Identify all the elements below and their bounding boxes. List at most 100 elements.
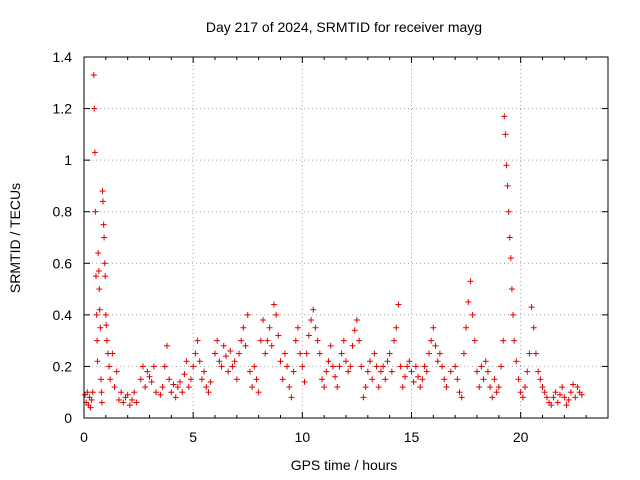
- data-point: [484, 368, 491, 375]
- data-point: [144, 368, 151, 375]
- data-point: [253, 376, 260, 383]
- data-point: [95, 268, 102, 275]
- data-point: [246, 368, 253, 375]
- data-point: [480, 376, 487, 383]
- data-point: [548, 402, 555, 409]
- data-point: [120, 399, 127, 406]
- data-point: [225, 368, 232, 375]
- data-point: [511, 337, 518, 344]
- data-point: [353, 317, 360, 324]
- data-point: [351, 327, 358, 334]
- data-point: [471, 337, 478, 344]
- data-point: [268, 342, 275, 349]
- data-point: [463, 324, 470, 331]
- data-point: [460, 350, 467, 357]
- data-point: [102, 311, 109, 318]
- data-point: [196, 358, 203, 365]
- data-point: [498, 363, 505, 370]
- data-point: [95, 249, 102, 256]
- data-point: [419, 376, 426, 383]
- data-point: [574, 384, 581, 391]
- data-point: [229, 363, 236, 370]
- data-point: [541, 389, 548, 396]
- data-point: [513, 358, 520, 365]
- data-point: [153, 389, 160, 396]
- data-point: [93, 311, 100, 318]
- data-point: [249, 384, 256, 391]
- data-point: [528, 304, 535, 311]
- data-point: [469, 311, 476, 318]
- data-point: [519, 394, 526, 401]
- data-point: [552, 389, 559, 396]
- data-point: [556, 391, 563, 398]
- data-point: [214, 337, 221, 344]
- data-point: [493, 389, 500, 396]
- data-point: [501, 113, 508, 120]
- y-axis-label: SRMTID / TECUs: [7, 183, 23, 293]
- data-point: [495, 384, 502, 391]
- data-point: [159, 384, 166, 391]
- data-point: [277, 358, 284, 365]
- data-point: [84, 389, 91, 396]
- data-point: [386, 350, 393, 357]
- data-point: [567, 389, 574, 396]
- data-point: [238, 337, 245, 344]
- data-point: [522, 384, 529, 391]
- data-point: [89, 389, 96, 396]
- data-point: [257, 337, 264, 344]
- data-point: [343, 358, 349, 365]
- data-point: [356, 337, 363, 344]
- data-point: [90, 72, 97, 79]
- data-point: [98, 376, 105, 383]
- data-point: [336, 363, 343, 370]
- data-point: [384, 358, 391, 365]
- data-point: [487, 384, 494, 391]
- data-point: [563, 402, 570, 409]
- data-point: [369, 376, 376, 383]
- data-point: [192, 350, 199, 357]
- y-tick-label: 0.6: [53, 255, 73, 271]
- data-point: [181, 371, 188, 378]
- data-point: [507, 255, 514, 262]
- data-point: [288, 394, 295, 401]
- data-point: [146, 373, 153, 380]
- data-point: [467, 278, 474, 285]
- data-point: [325, 358, 332, 365]
- data-point: [530, 324, 537, 331]
- data-point: [198, 376, 205, 383]
- data-point: [539, 384, 546, 391]
- data-point: [142, 384, 149, 391]
- data-point: [87, 404, 94, 411]
- data-point: [347, 363, 354, 370]
- x-tick-label: 5: [189, 429, 197, 445]
- data-point: [565, 396, 572, 403]
- data-point: [129, 396, 136, 403]
- data-point: [395, 301, 402, 308]
- data-point: [190, 363, 197, 370]
- data-point: [163, 342, 170, 349]
- data-point: [260, 317, 267, 324]
- data-point: [242, 342, 249, 349]
- data-point: [358, 363, 365, 370]
- y-tick-label: 1.2: [53, 101, 73, 117]
- data-point: [179, 389, 186, 396]
- y-tick-label: 0: [64, 410, 72, 426]
- data-point: [251, 363, 258, 370]
- data-point: [216, 358, 223, 365]
- data-point: [166, 376, 173, 383]
- data-point: [406, 358, 413, 365]
- data-point: [308, 317, 315, 324]
- data-point: [377, 368, 384, 375]
- data-point: [303, 350, 310, 357]
- data-point: [111, 384, 118, 391]
- data-point: [244, 311, 251, 318]
- data-point: [489, 394, 496, 401]
- data-point: [505, 208, 512, 215]
- data-point: [382, 376, 389, 383]
- data-point: [201, 368, 208, 375]
- x-axis-label: GPS time / hours: [291, 457, 398, 473]
- data-point: [139, 363, 146, 370]
- data-point: [375, 384, 382, 391]
- data-point: [399, 384, 406, 391]
